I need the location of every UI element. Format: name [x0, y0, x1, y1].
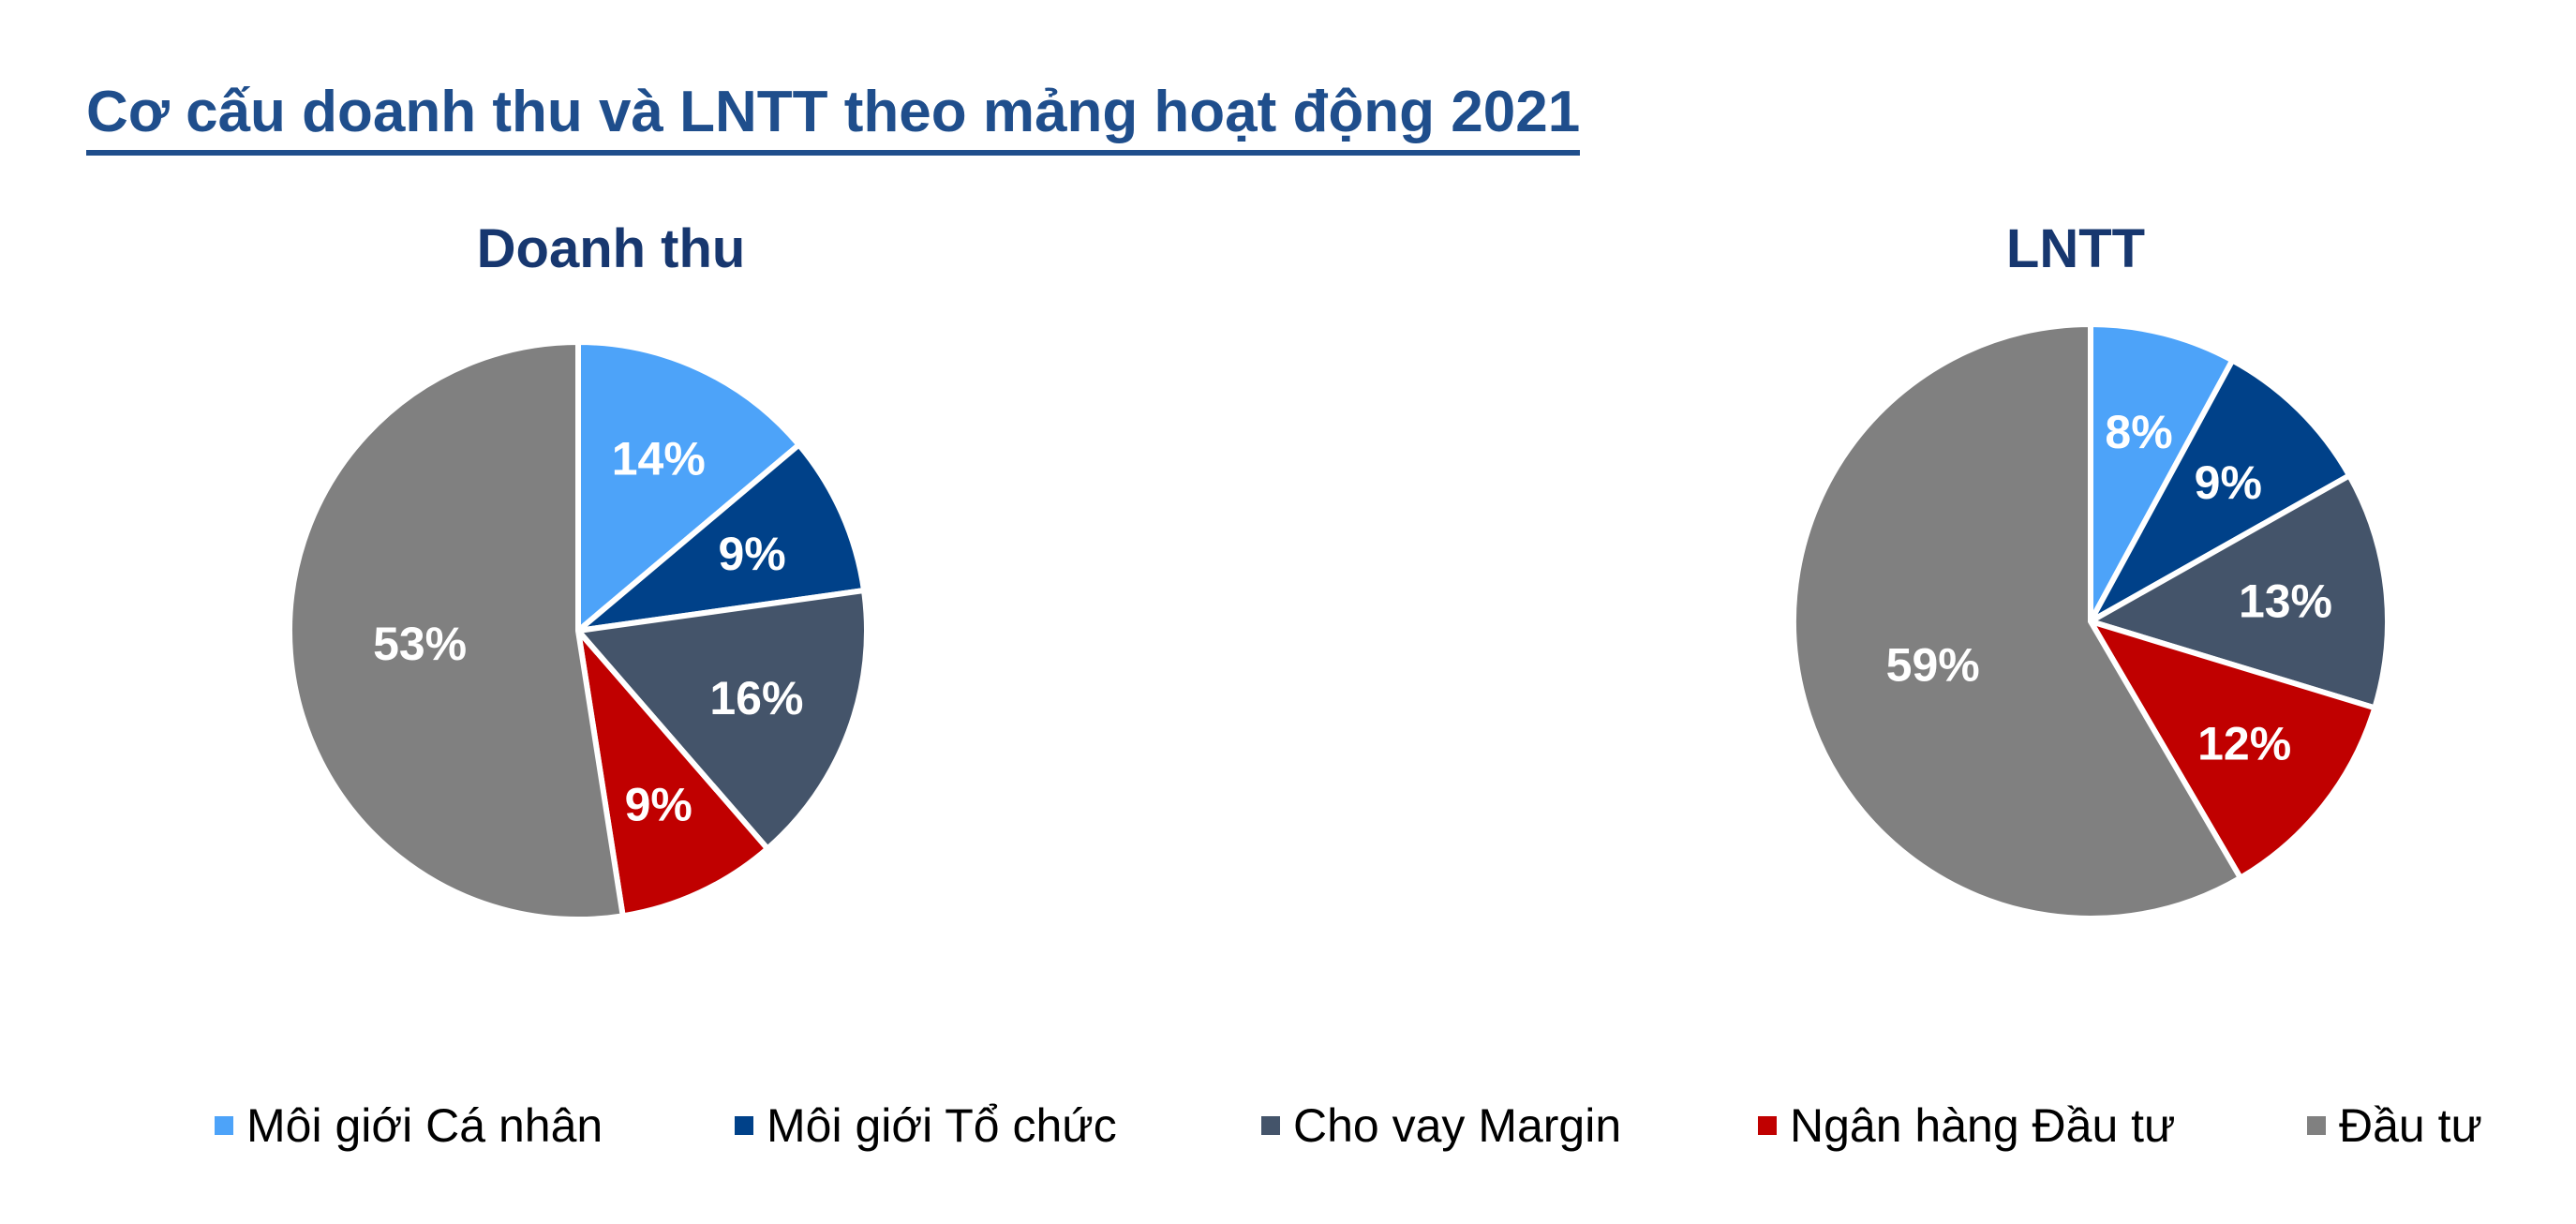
pie-slice	[569, 440, 868, 635]
data-label: 9%	[718, 528, 785, 580]
pie-slice	[573, 621, 772, 919]
data-label: 16%	[709, 672, 803, 724]
page-title: Cơ cấu doanh thu và LNTT theo mảng hoạt …	[86, 80, 1581, 157]
pie-slice	[2083, 356, 2354, 629]
pie-slice	[2083, 471, 2390, 712]
legend-label: Đầu tư	[2339, 1099, 2482, 1152]
chart-title-revenue: Doanh thu	[476, 218, 746, 279]
pie-slice	[575, 338, 803, 637]
legend-label: Ngân hàng Đầu tư	[1790, 1099, 2176, 1152]
data-label: 9%	[625, 778, 692, 830]
data-label: 53%	[373, 618, 467, 670]
legend-item: Môi giới Tổ chức	[735, 1098, 1117, 1153]
data-label: 14%	[612, 433, 706, 485]
legend-item: Môi giới Cá nhân	[215, 1098, 603, 1153]
legend-label: Môi giới Tổ chức	[767, 1099, 1117, 1152]
pie-slice	[2088, 321, 2237, 623]
legend-swatch	[1758, 1116, 1777, 1135]
data-label: 9%	[2195, 456, 2262, 509]
pie-slice	[573, 587, 870, 853]
pie-slice	[2084, 616, 2379, 882]
chart-title-profit: LNTT	[2005, 218, 2146, 279]
legend-swatch	[735, 1116, 753, 1135]
legend: Môi giới Cá nhân Môi giới Tổ chức Cho va…	[0, 1098, 2576, 1164]
legend-label: Môi giới Cá nhân	[246, 1099, 603, 1152]
data-label: 59%	[1886, 639, 1980, 692]
legend-label: Cho vay Margin	[1293, 1099, 1622, 1152]
legend-item: Ngân hàng Đầu tư	[1758, 1098, 2176, 1153]
pie-slice	[287, 338, 627, 922]
legend-swatch	[2307, 1116, 2326, 1135]
data-label: 8%	[2105, 406, 2172, 458]
pie-slice	[1791, 321, 2245, 921]
legend-swatch	[215, 1116, 233, 1135]
legend-item: Cho vay Margin	[1261, 1098, 1621, 1153]
data-label: 13%	[2239, 575, 2332, 627]
legend-item: Đầu tư	[2307, 1098, 2482, 1153]
data-label: 12%	[2197, 718, 2291, 770]
legend-swatch	[1261, 1116, 1280, 1135]
